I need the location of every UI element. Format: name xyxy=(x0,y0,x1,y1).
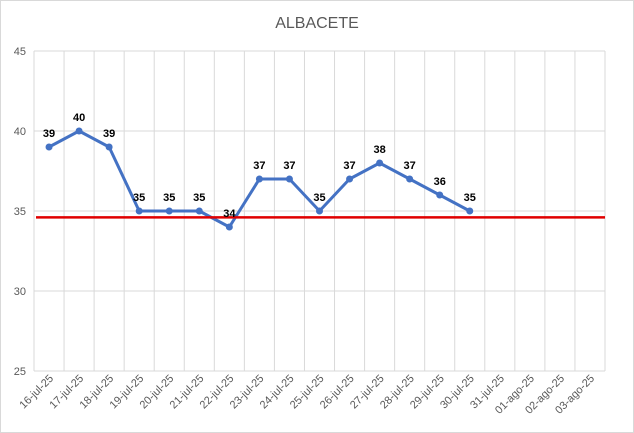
data-label: 37 xyxy=(404,160,416,172)
data-label: 40 xyxy=(73,112,85,124)
data-point xyxy=(346,175,354,183)
data-label: 35 xyxy=(163,192,175,204)
data-point xyxy=(75,127,83,135)
data-label: 39 xyxy=(43,128,55,140)
data-point xyxy=(225,223,233,231)
data-point xyxy=(316,207,323,215)
data-label: 35 xyxy=(133,192,145,204)
data-labels: 39 40 39 35 35 35 34 37 37 35 37 38 37 36 35 xyxy=(43,112,476,220)
data-label: 36 xyxy=(434,176,446,188)
chart-title: ALBACETE xyxy=(275,15,359,32)
data-point xyxy=(406,175,414,183)
data-label: 35 xyxy=(313,192,325,204)
data-label: 34 xyxy=(223,208,236,220)
data-point xyxy=(285,175,293,183)
data-point xyxy=(436,191,444,199)
series-group xyxy=(36,127,605,231)
data-label: 37 xyxy=(253,160,265,172)
y-tick-label: 40 xyxy=(14,126,26,138)
y-tick-label: 25 xyxy=(14,366,26,378)
data-label: 37 xyxy=(283,160,295,172)
data-label: 35 xyxy=(193,192,205,204)
x-axis: 16-jul-2517-jul-2518-jul-2519-jul-2520-j… xyxy=(17,373,597,417)
gridlines xyxy=(33,50,606,372)
y-axis: 25 30 35 40 45 xyxy=(14,46,26,378)
data-point xyxy=(45,143,53,151)
data-label: 39 xyxy=(103,128,115,140)
data-point xyxy=(466,207,474,215)
data-point xyxy=(255,175,263,183)
data-point xyxy=(105,143,113,151)
data-point xyxy=(376,159,384,167)
y-tick-label: 30 xyxy=(14,286,26,298)
data-point xyxy=(135,207,143,215)
data-point xyxy=(165,207,173,215)
y-tick-label: 35 xyxy=(14,206,26,218)
data-label: 38 xyxy=(373,144,385,156)
data-point xyxy=(195,207,203,215)
data-label: 37 xyxy=(343,160,355,172)
y-tick-label: 45 xyxy=(14,46,26,58)
data-label: 35 xyxy=(464,192,476,204)
